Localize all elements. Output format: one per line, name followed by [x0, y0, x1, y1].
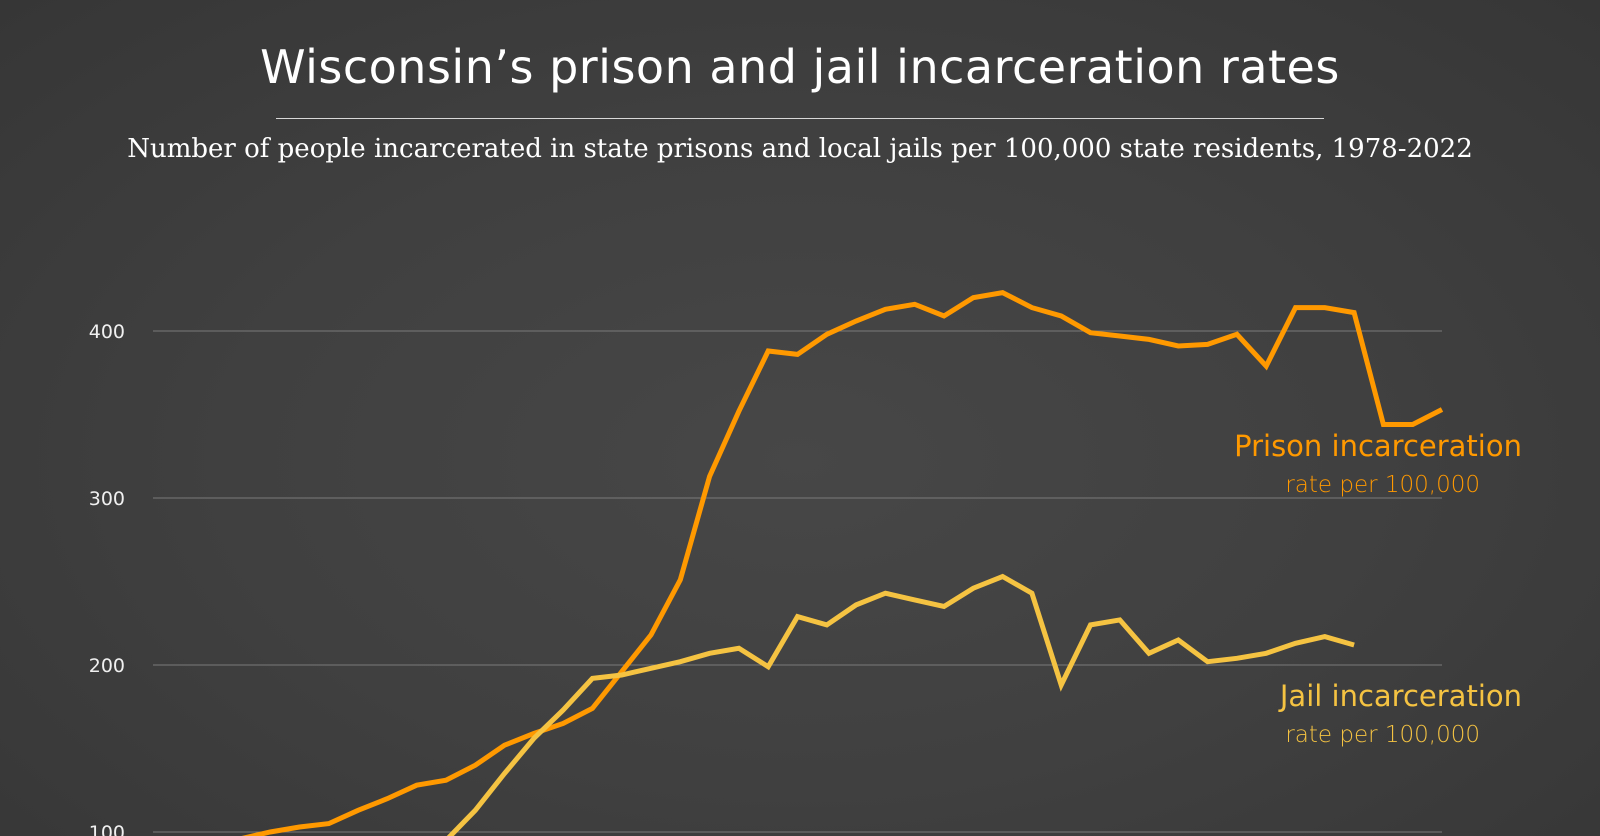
series-sublabel: rate per 100,000 — [1285, 722, 1480, 748]
series-label: Jail incarceration — [1278, 679, 1522, 713]
gridlines — [153, 330, 1442, 833]
series-line-jail — [446, 573, 1355, 836]
chart-subtitle: Number of people incarcerated in state p… — [127, 134, 1473, 164]
y-tick-label: 300 — [89, 488, 125, 510]
series-line-prison — [241, 289, 1444, 836]
y-tick-label: 100 — [89, 822, 125, 836]
series-label: Prison incarceration — [1234, 429, 1522, 463]
series-sublabel: rate per 100,000 — [1285, 472, 1480, 498]
series-labels: Prison incarceration rate per 100,000 Jail… — [1234, 429, 1522, 748]
series-lines — [241, 289, 1444, 836]
y-tick-label: 400 — [89, 321, 125, 343]
y-axis-ticks: 100 200 300 400 — [89, 321, 125, 836]
y-tick-label: 200 — [89, 655, 125, 677]
title-divider — [276, 118, 1324, 119]
chart-title: Wisconsin’s prison and jail incarceratio… — [260, 40, 1340, 94]
